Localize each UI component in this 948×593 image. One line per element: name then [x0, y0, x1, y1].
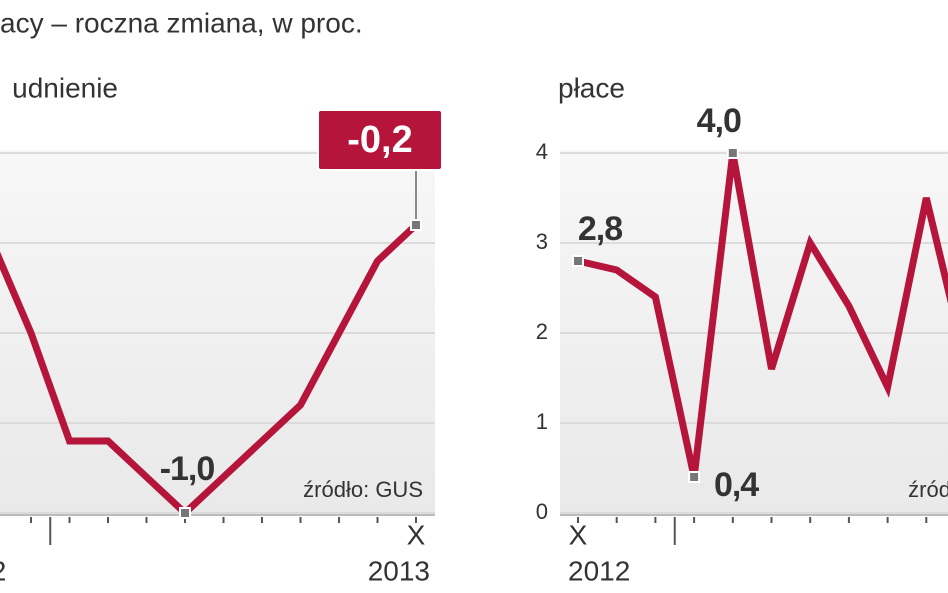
y-tick-label: 3 [536, 229, 548, 254]
chart-title: udnienie [12, 72, 118, 103]
value-label: 2,8 [578, 210, 622, 248]
point-marker [179, 507, 191, 519]
y-tick-label: 1 [536, 409, 548, 434]
plot-area [560, 150, 948, 513]
x-tick-label: X [407, 519, 426, 550]
year-label: 2013 [368, 555, 430, 586]
source: źródło: GUS [303, 477, 423, 502]
point-marker [726, 147, 739, 159]
x-tick-label: X [569, 519, 588, 550]
y-tick-label: 2 [536, 319, 548, 344]
year-label: 2012 [0, 555, 6, 586]
source: źródło: GUS [908, 477, 948, 502]
line [577, 152, 948, 478]
line [0, 222, 419, 518]
chart-title: płace [558, 72, 625, 103]
value-label: 4,0 [697, 102, 741, 140]
value-label: 0,4 [714, 466, 759, 504]
y-tick-label: 4 [536, 139, 548, 164]
plot-area [0, 150, 435, 513]
y-tick-label: 0 [536, 499, 548, 524]
callout-box [317, 109, 443, 171]
year-label: 2012 [568, 555, 630, 586]
point-marker [572, 255, 584, 267]
point-marker [410, 219, 422, 231]
value-label: -1,0 [160, 450, 215, 488]
subtitle: acy – roczna zmiana, w proc. [0, 7, 363, 38]
point-marker [688, 471, 701, 483]
value-label: -0,2 [347, 119, 412, 161]
